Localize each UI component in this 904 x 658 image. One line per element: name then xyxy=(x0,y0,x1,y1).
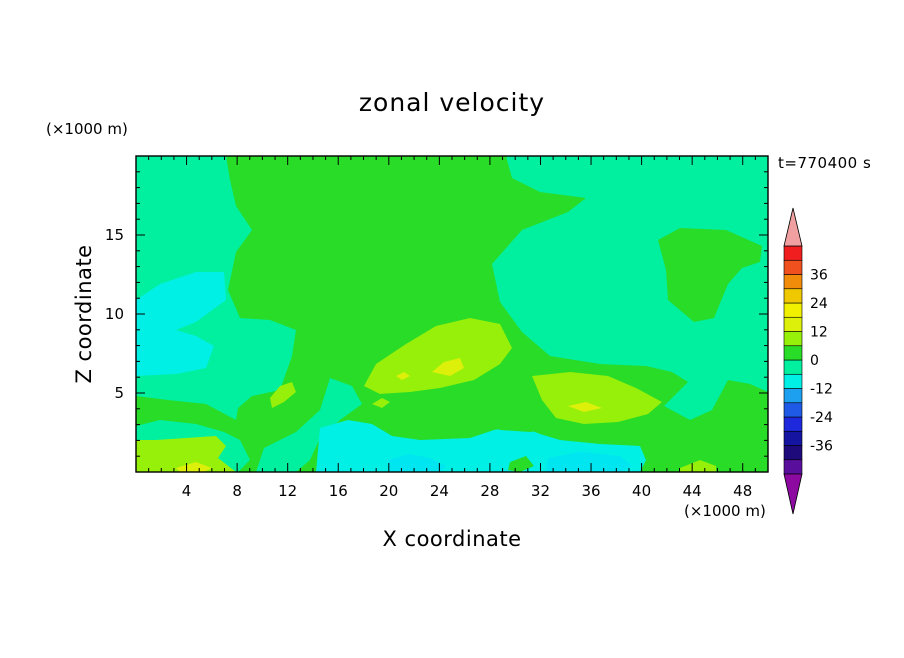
x-axis-ticks: 4 8 12 16 20 24 28 32 36 40 44 48 xyxy=(148,156,756,500)
x-tick-label: 44 xyxy=(683,482,702,500)
y-axis-ticks: 5 10 15 xyxy=(105,171,768,457)
contour-lime-right xyxy=(532,372,662,424)
contour-lime-bottom-right-2 xyxy=(680,460,716,472)
colorbar-segment xyxy=(783,274,803,290)
x-tick-label: 20 xyxy=(379,482,398,500)
contour-lime-small-1 xyxy=(270,382,296,408)
colorbar-tick-label: 36 xyxy=(810,268,828,284)
contour-yellow-dot xyxy=(396,372,410,380)
colorbar-segment xyxy=(783,359,803,375)
chart-title: zonal velocity xyxy=(358,88,546,117)
colorbar-segment xyxy=(783,288,803,304)
colorbar-tick-label: 0 xyxy=(810,353,819,369)
contour-green-right xyxy=(658,228,762,322)
colorbar-segment xyxy=(783,259,803,275)
contour-yellow-right xyxy=(568,402,602,412)
colorbar-segment xyxy=(783,331,803,347)
colorbar-segment xyxy=(783,302,803,318)
colorbar-tick-label: -24 xyxy=(810,410,833,426)
contour-green-bottom-right xyxy=(646,432,768,472)
x-axis-label: X coordinate xyxy=(382,527,522,551)
y-tick-label: 5 xyxy=(114,384,124,402)
contour-aqua-bottom xyxy=(388,454,446,472)
time-label: t=770400 s xyxy=(778,154,872,172)
colorbar-tick-label: -36 xyxy=(810,439,833,455)
colorbar-tick-label: 24 xyxy=(810,296,828,312)
x-tick-label: 40 xyxy=(632,482,651,500)
colorbar-segment xyxy=(783,316,803,332)
colorbar-segment xyxy=(783,402,803,418)
contour-aqua-bottom-2 xyxy=(546,452,632,472)
colorbar-segment xyxy=(783,430,803,446)
colorbar-segment xyxy=(783,388,803,404)
colorbar-segment xyxy=(783,373,803,389)
y-axis-unit: (×1000 m) xyxy=(46,120,128,138)
contour-cyan-left xyxy=(136,272,226,376)
y-tick-label: 10 xyxy=(105,305,124,323)
colorbar-segment xyxy=(783,459,803,475)
contour-lime-small-2 xyxy=(372,398,390,408)
x-tick-label: 16 xyxy=(329,482,348,500)
colorbar-over-triangle xyxy=(783,207,803,247)
colorbar-tick-label: 12 xyxy=(810,325,828,341)
colorbar-segment xyxy=(783,345,803,361)
contour-yellow-center xyxy=(432,358,464,376)
colorbar-segment xyxy=(783,245,803,261)
x-tick-label: 28 xyxy=(480,482,499,500)
contour-yellow-bottom-left xyxy=(176,462,212,472)
x-tick-label: 32 xyxy=(531,482,550,500)
x-tick-label: 36 xyxy=(581,482,600,500)
velocity-contour-field xyxy=(136,156,768,472)
contour-green-lower-mid xyxy=(484,398,560,432)
x-tick-label: 4 xyxy=(182,482,192,500)
colorbar-under-triangle xyxy=(783,473,803,515)
x-tick-label: 48 xyxy=(733,482,752,500)
x-axis-unit: (×1000 m) xyxy=(684,502,766,520)
x-tick-label: 24 xyxy=(430,482,449,500)
contour-cyan-bottom-mid xyxy=(256,378,362,472)
x-tick-label: 12 xyxy=(278,482,297,500)
y-tick-label: 15 xyxy=(105,226,124,244)
colorbar: -36 -24 -12 0 12 24 36 xyxy=(783,207,833,515)
x-tick-label: 8 xyxy=(232,482,242,500)
colorbar-tick-label: -12 xyxy=(810,382,833,398)
colorbar-segment xyxy=(783,445,803,461)
y-axis-label: Z coordinate xyxy=(72,244,96,384)
contour-lime-bottom-left xyxy=(136,436,236,472)
colorbar-segment xyxy=(783,416,803,432)
